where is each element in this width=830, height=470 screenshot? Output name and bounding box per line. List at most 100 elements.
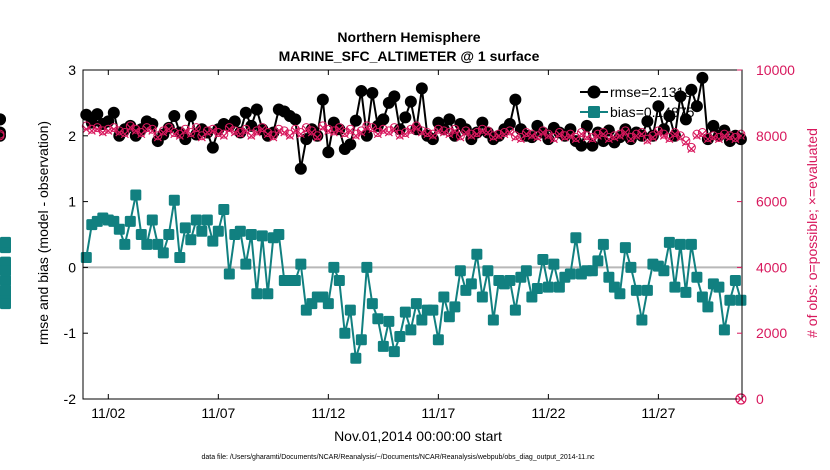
obs-possible-point — [697, 128, 707, 138]
rmse-point — [349, 114, 362, 127]
bias-point — [350, 352, 362, 364]
obs-evaluated-point — [104, 126, 113, 135]
bias-point — [405, 324, 417, 336]
obs-evaluated-point — [87, 126, 96, 135]
obs-evaluated-point — [472, 130, 481, 139]
obs-possible-point — [488, 131, 498, 141]
obs-possible-point — [538, 126, 548, 136]
obs-possible-point — [290, 124, 300, 134]
bias-point — [240, 258, 252, 270]
y-tick-label: 0 — [68, 259, 76, 275]
rmse-point — [355, 85, 368, 98]
rmse-point — [316, 93, 329, 106]
obs-evaluated-point — [604, 135, 613, 144]
obs-evaluated-point — [203, 128, 212, 137]
series-bias — [0, 189, 747, 364]
bias-point — [0, 236, 11, 248]
obs-evaluated-point — [351, 131, 360, 140]
bias-point — [520, 265, 532, 277]
obs-evaluated-point — [461, 128, 470, 137]
obs-evaluated-point — [406, 126, 415, 135]
obs-evaluated-point — [725, 133, 734, 142]
bias-point — [553, 281, 565, 293]
obs-evaluated-point — [577, 130, 586, 139]
rmse-point — [322, 146, 335, 159]
rmse-point — [663, 110, 676, 123]
rmse-point — [360, 129, 373, 142]
obs-evaluated-point — [423, 130, 432, 139]
bias-point — [702, 301, 714, 313]
obs-evaluated-point — [610, 133, 619, 142]
obs-evaluated-point — [593, 131, 602, 140]
legend: rmse=2.1318 bias=0.14875 — [580, 84, 695, 120]
obs-evaluated-point — [384, 128, 393, 137]
legend-rmse-value: =2.1318 — [641, 84, 692, 100]
obs-possible-point — [637, 128, 647, 138]
bias-point — [152, 238, 164, 250]
obs-evaluated-point — [208, 126, 217, 135]
obs-possible-point — [109, 123, 119, 133]
obs-possible-point — [609, 131, 619, 141]
bias-point — [0, 275, 11, 287]
obs-evaluated-point — [109, 125, 118, 134]
bias-point — [339, 327, 351, 339]
obs-possible-point — [87, 124, 97, 134]
obs-possible-point — [450, 124, 460, 134]
bias-point — [696, 291, 708, 303]
obs-evaluated-point — [302, 125, 311, 134]
chart-title: Northern Hemisphere — [337, 29, 480, 45]
plot-frame — [82, 69, 743, 400]
rmse-point — [619, 123, 632, 136]
obs-evaluated-point — [291, 126, 300, 135]
obs-evaluated-point — [450, 126, 459, 135]
bias-point — [273, 229, 285, 240]
bias-point — [674, 238, 686, 250]
obs-evaluated-point — [687, 144, 696, 153]
obs-possible-point — [395, 129, 405, 139]
obs-possible-point — [620, 126, 630, 136]
bias-point — [685, 238, 697, 250]
obs-evaluated-point — [621, 128, 630, 137]
rmse-point — [168, 110, 181, 123]
obs-possible-point — [477, 124, 487, 134]
obs-evaluated-point — [373, 130, 382, 139]
y-tick-label: 1 — [68, 194, 76, 210]
y2-tick-label: 2000 — [756, 325, 787, 341]
bias-point — [322, 298, 334, 310]
obs-possible-point — [648, 131, 658, 141]
obs-possible-point — [521, 128, 531, 138]
bias-point — [658, 265, 670, 277]
obs-evaluated-point — [120, 130, 129, 139]
obs-possible-point — [417, 126, 427, 136]
obs-possible-point — [686, 142, 696, 152]
obs-evaluated-point — [703, 135, 712, 144]
obs-evaluated-point — [434, 126, 443, 135]
obs-possible-point — [356, 126, 366, 136]
chart-subtitle: MARINE_SFC_ALTIMETER @ 1 surface — [279, 48, 540, 64]
obs-possible-point — [532, 131, 542, 141]
obs-evaluated-point — [214, 130, 223, 139]
rmse-point — [580, 119, 593, 132]
obs-possible-point — [505, 126, 515, 136]
bias-point — [212, 225, 224, 237]
bias-point — [416, 314, 428, 326]
y2-tick-label: 4000 — [756, 259, 787, 275]
obs-possible-point — [169, 128, 179, 138]
obs-possible-point — [527, 129, 537, 139]
obs-evaluated-point — [340, 130, 349, 139]
obs-possible-point — [516, 132, 526, 142]
obs-possible-point — [301, 123, 311, 133]
obs-possible-point — [554, 128, 564, 138]
obs-evaluated-point — [82, 125, 91, 134]
obs-evaluated-point — [659, 131, 668, 140]
obs-evaluated-point — [148, 126, 157, 135]
obs-possible-point — [483, 126, 493, 136]
legend-item-rmse: rmse=2.1318 — [580, 84, 692, 100]
obs-evaluated-point — [643, 136, 652, 145]
legend-bias-value: =0.14875 — [636, 104, 695, 120]
obs-evaluated-point — [329, 128, 338, 137]
bias-point — [735, 294, 747, 306]
rmse-point — [377, 113, 390, 126]
bias-point — [680, 286, 692, 298]
bias-point — [504, 275, 516, 287]
